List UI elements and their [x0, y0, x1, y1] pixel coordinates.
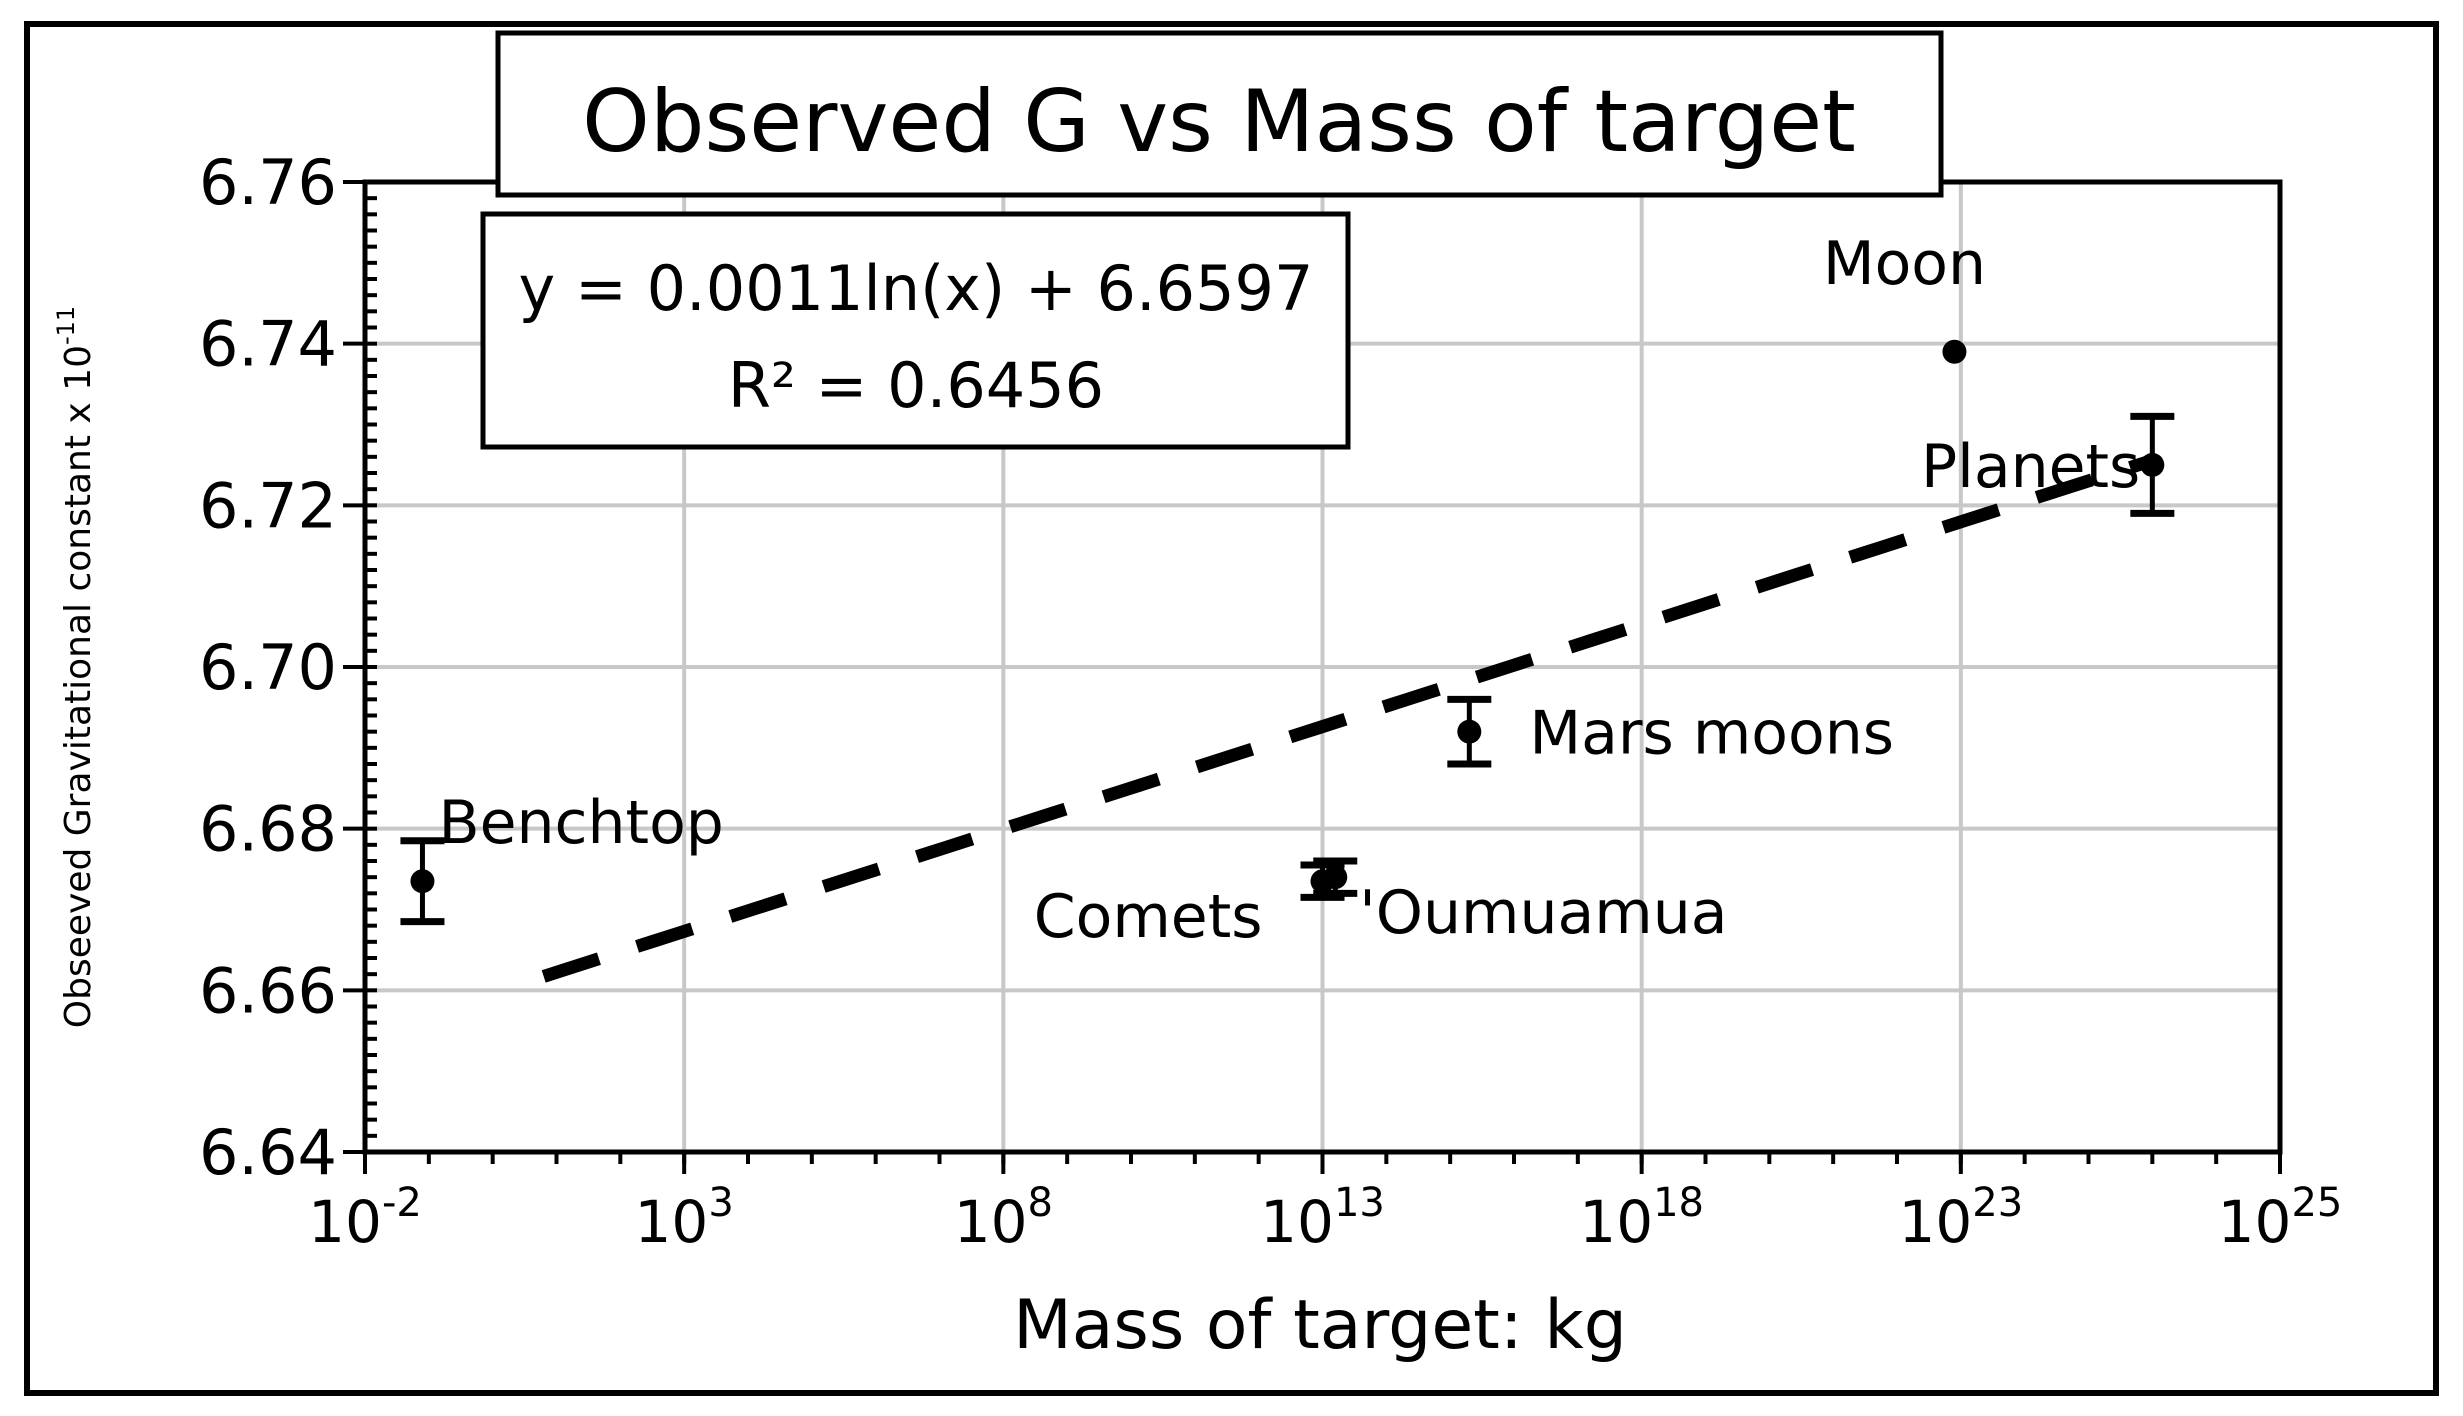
- equation-box: [480, 211, 1351, 450]
- data-point: [410, 869, 435, 894]
- x-tick-label: 1018: [1579, 1180, 1704, 1256]
- x-tick-exponent: 25: [2291, 1180, 2342, 1226]
- x-tick-base: 10: [308, 1188, 382, 1256]
- y-tick-label: 6.66: [199, 954, 337, 1027]
- point-label: 'Oumuamua: [1359, 878, 1727, 948]
- x-tick-exponent: 8: [1028, 1180, 1053, 1226]
- x-tick-base: 10: [1898, 1188, 1972, 1256]
- x-tick-label: 1013: [1260, 1180, 1385, 1256]
- x-tick-label: 1025: [2218, 1180, 2343, 1256]
- data-point: [1323, 865, 1348, 890]
- x-tick-label: 10-2: [308, 1180, 422, 1256]
- y-axis-label-exponent: -11: [52, 306, 80, 345]
- x-axis-label: Mass of target: kg: [1013, 1286, 1627, 1365]
- x-tick-base: 10: [954, 1188, 1028, 1256]
- data-point: [1457, 719, 1482, 744]
- x-tick-exponent: 18: [1653, 1180, 1704, 1226]
- data-point: [1942, 339, 1967, 364]
- point-labels: Benchtop Comets 'Oumuamua Mars moons Moon Pla…: [438, 229, 2140, 952]
- x-tick-base: 10: [635, 1188, 709, 1256]
- y-axis-label-text: Obseeved Gravitational constant x 10: [58, 345, 99, 1028]
- x-tick-exponent: 23: [1972, 1180, 2023, 1226]
- y-tick-label: 6.72: [199, 469, 337, 542]
- x-tick-label: 108: [954, 1180, 1053, 1256]
- y-tick-label: 6.70: [199, 631, 337, 704]
- x-tick-label: 103: [635, 1180, 734, 1256]
- y-tick-label: 6.64: [199, 1116, 337, 1189]
- title-box: [495, 30, 1944, 198]
- trendline-r2: R² = 0.6456: [728, 349, 1104, 422]
- x-tick-base: 10: [1579, 1188, 1653, 1256]
- x-axis: 10-2 103 108 1013 1018 1023 1025: [308, 1152, 2342, 1256]
- trendline-path: [541, 454, 2155, 983]
- trendline-equation: y = 0.0011ln(x) + 6.6597: [519, 252, 1314, 325]
- y-tick-label: 6.68: [199, 793, 337, 866]
- y-axis-label: Obseeved Gravitational constant x 10-11: [52, 306, 99, 1028]
- trendline: [541, 454, 2155, 983]
- x-tick-exponent: 13: [1334, 1180, 1385, 1226]
- y-axis: 6.64 6.66 6.68 6.70 6.72 6.74 6.76: [199, 146, 377, 1189]
- x-tick-exponent: 3: [708, 1180, 733, 1226]
- point-label: Planets: [1921, 432, 2140, 502]
- x-tick-base: 10: [2218, 1188, 2292, 1256]
- y-tick-label: 6.74: [199, 308, 337, 381]
- y-tick-label: 6.76: [199, 146, 337, 219]
- point-label: Moon: [1823, 229, 1986, 299]
- x-tick-exponent: -2: [382, 1180, 422, 1226]
- point-label: Benchtop: [438, 788, 723, 858]
- x-tick-label: 1023: [1898, 1180, 2023, 1256]
- chart-title: Observed G vs Mass of target: [582, 72, 1856, 172]
- point-label: Mars moons: [1529, 699, 1894, 769]
- point-label: Comets: [1034, 882, 1263, 952]
- x-tick-base: 10: [1260, 1188, 1334, 1256]
- data-points: [410, 339, 2165, 894]
- data-point: [2140, 452, 2165, 477]
